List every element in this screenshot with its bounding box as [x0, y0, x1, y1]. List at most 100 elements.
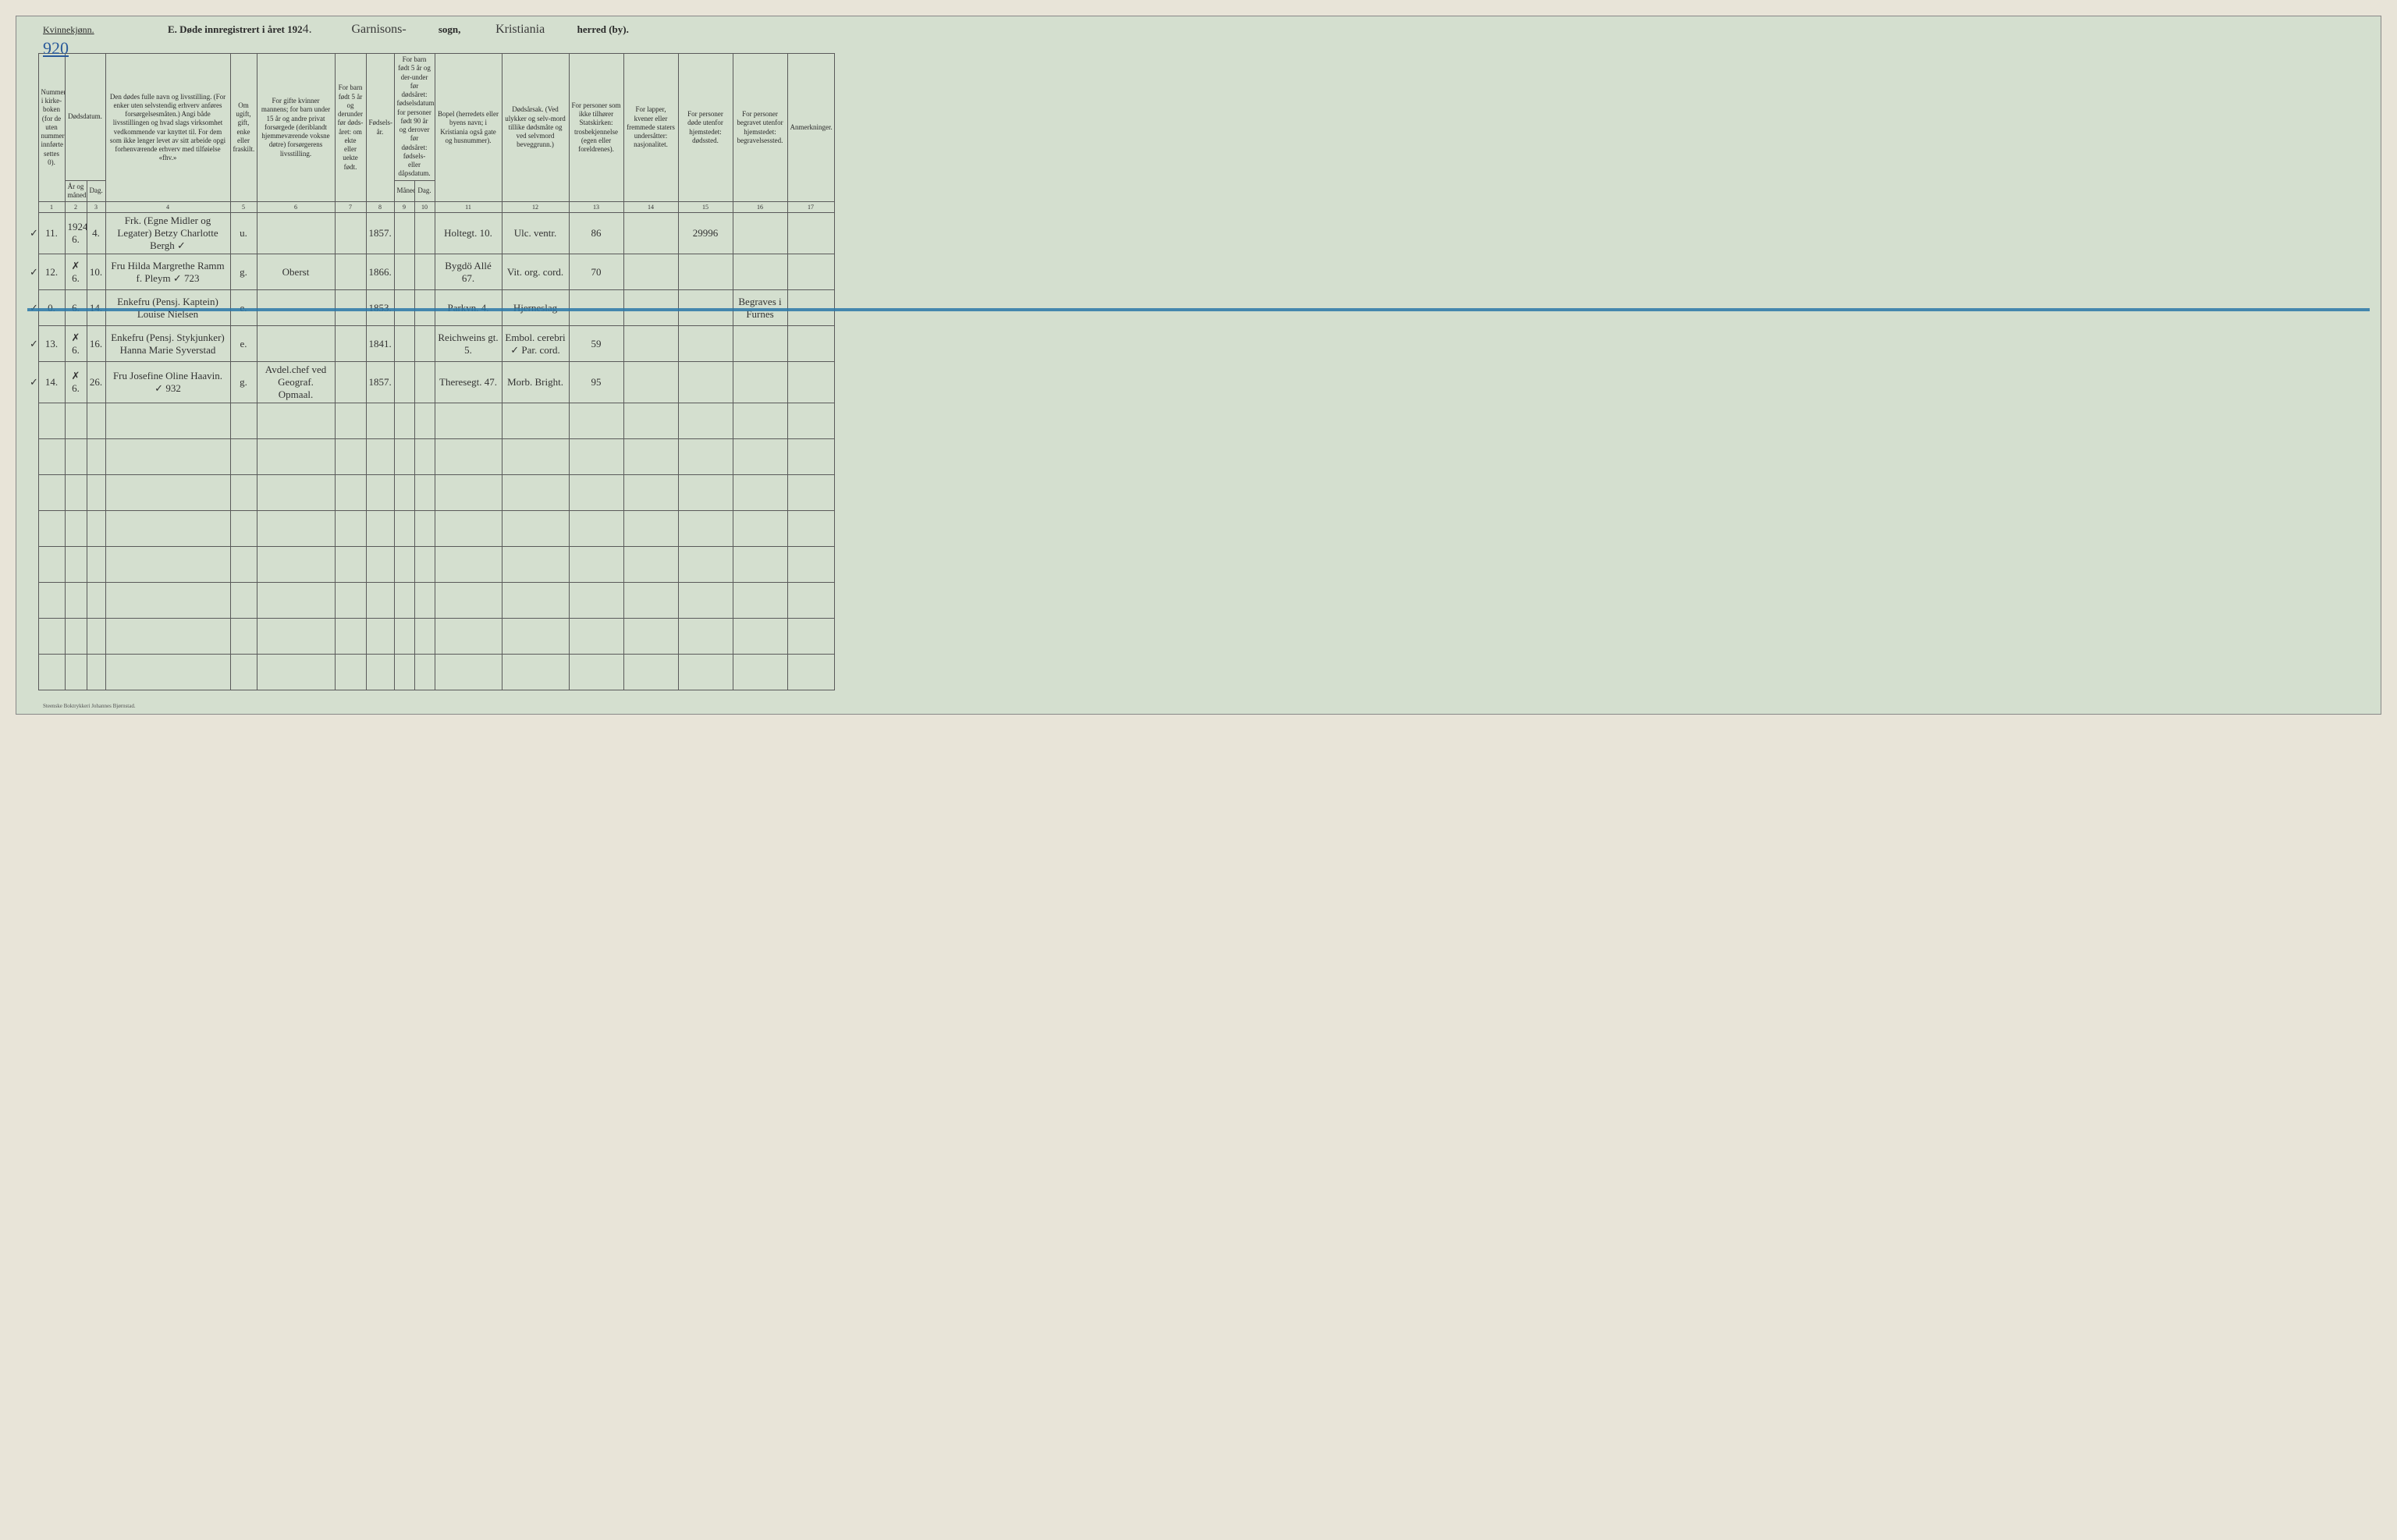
birth-year: 1866.: [366, 254, 394, 290]
year-month: ✗ 6.: [65, 326, 87, 362]
day: 10.: [87, 254, 105, 290]
nationality: [623, 326, 678, 362]
empty-cell: [38, 439, 65, 475]
empty-cell: [678, 547, 733, 583]
empty-cell: [257, 655, 335, 690]
empty-cell: [569, 439, 623, 475]
col-2b: Dag.: [87, 180, 105, 202]
legitimacy: [335, 213, 366, 254]
birth-day: [414, 213, 435, 254]
remarks: [787, 213, 834, 254]
empty-cell: [678, 439, 733, 475]
empty-cell: [27, 403, 38, 439]
empty-cell: [414, 619, 435, 655]
district-label: herred (by).: [577, 23, 629, 35]
table-row: [27, 619, 2370, 655]
death-place: [678, 362, 733, 403]
col-8b: Dag.: [414, 180, 435, 202]
empty-cell: [27, 655, 38, 690]
table-body: ✓11.1924 6.4.Frk. (Egne Midler og Legate…: [27, 213, 2370, 690]
residence: Reichweins gt. 5.: [435, 326, 502, 362]
entry-number: 0.: [38, 290, 65, 326]
legitimacy: [335, 326, 366, 362]
residence: Bygdö Allé 67.: [435, 254, 502, 290]
nationality: [623, 290, 678, 326]
marital-status: u.: [230, 213, 257, 254]
empty-cell: [366, 619, 394, 655]
empty-cell: [394, 511, 414, 547]
empty-cell: [27, 439, 38, 475]
provider-occupation: Avdel.chef ved Geograf. Opmaal.: [257, 362, 335, 403]
remarks: [787, 254, 834, 290]
burial-place: [733, 326, 787, 362]
check-mark: ✓: [27, 213, 38, 254]
empty-cell: [394, 403, 414, 439]
empty-cell: [27, 619, 38, 655]
check-mark: ✓: [27, 362, 38, 403]
empty-cell: [678, 583, 733, 619]
empty-cell: [502, 619, 569, 655]
column-numbers: 1 2 3 4 5 6 7 8 9 10 11 12 13 14 15 16 1…: [27, 202, 2370, 213]
empty-cell: [105, 403, 230, 439]
empty-cell: [87, 547, 105, 583]
title-line: E. Døde innregistrert i året 1924. Garni…: [168, 23, 2370, 37]
table-row: [27, 439, 2370, 475]
empty-cell: [38, 655, 65, 690]
empty-cell: [733, 583, 787, 619]
empty-cell: [38, 403, 65, 439]
empty-cell: [105, 475, 230, 511]
empty-cell: [787, 547, 834, 583]
faith: [569, 290, 623, 326]
empty-cell: [65, 619, 87, 655]
table-head: Nummer i kirke-boken (for de uten nummer…: [27, 54, 2370, 213]
empty-cell: [502, 403, 569, 439]
empty-cell: [435, 475, 502, 511]
empty-cell: [569, 403, 623, 439]
colnum: 14: [623, 202, 678, 213]
provider-occupation: [257, 326, 335, 362]
table-row: ✓12.✗ 6.10.Fru Hilda Margrethe Ramm f. P…: [27, 254, 2370, 290]
colnum: 15: [678, 202, 733, 213]
empty-cell: [414, 439, 435, 475]
cause-of-death: Morb. Bright.: [502, 362, 569, 403]
death-place: 29996: [678, 213, 733, 254]
empty-cell: [87, 583, 105, 619]
empty-cell: [394, 619, 414, 655]
empty-cell: [230, 655, 257, 690]
empty-cell: [335, 403, 366, 439]
parish-value: Garnisons-: [332, 23, 426, 37]
name-occupation: Fru Hilda Margrethe Ramm f. Pleym ✓ 723: [105, 254, 230, 290]
empty-cell: [366, 403, 394, 439]
empty-cell: [335, 439, 366, 475]
empty-cell: [105, 547, 230, 583]
colnum: 5: [230, 202, 257, 213]
year-month: ✗ 6.: [65, 362, 87, 403]
cause-of-death: Vit. org. cord.: [502, 254, 569, 290]
provider-occupation: Oberst: [257, 254, 335, 290]
legitimacy: [335, 290, 366, 326]
empty-cell: [230, 619, 257, 655]
empty-cell: [65, 547, 87, 583]
nationality: [623, 362, 678, 403]
entry-number: 13.: [38, 326, 65, 362]
empty-cell: [366, 511, 394, 547]
colnum: 1: [38, 202, 65, 213]
empty-cell: [678, 655, 733, 690]
empty-cell: [257, 403, 335, 439]
empty-cell: [502, 511, 569, 547]
district-value: Kristiania: [474, 23, 567, 37]
remarks: [787, 290, 834, 326]
birth-year: 1857.: [366, 362, 394, 403]
name-occupation: Frk. (Egne Midler og Legater) Betzy Char…: [105, 213, 230, 254]
empty-cell: [502, 547, 569, 583]
check-mark: ✓: [27, 290, 38, 326]
birth-day: [414, 326, 435, 362]
col-7: Fødsels-år.: [366, 54, 394, 202]
marital-status: e.: [230, 326, 257, 362]
legitimacy: [335, 362, 366, 403]
empty-cell: [502, 475, 569, 511]
empty-cell: [733, 511, 787, 547]
birth-month: [394, 290, 414, 326]
faith: 86: [569, 213, 623, 254]
table-row: [27, 475, 2370, 511]
